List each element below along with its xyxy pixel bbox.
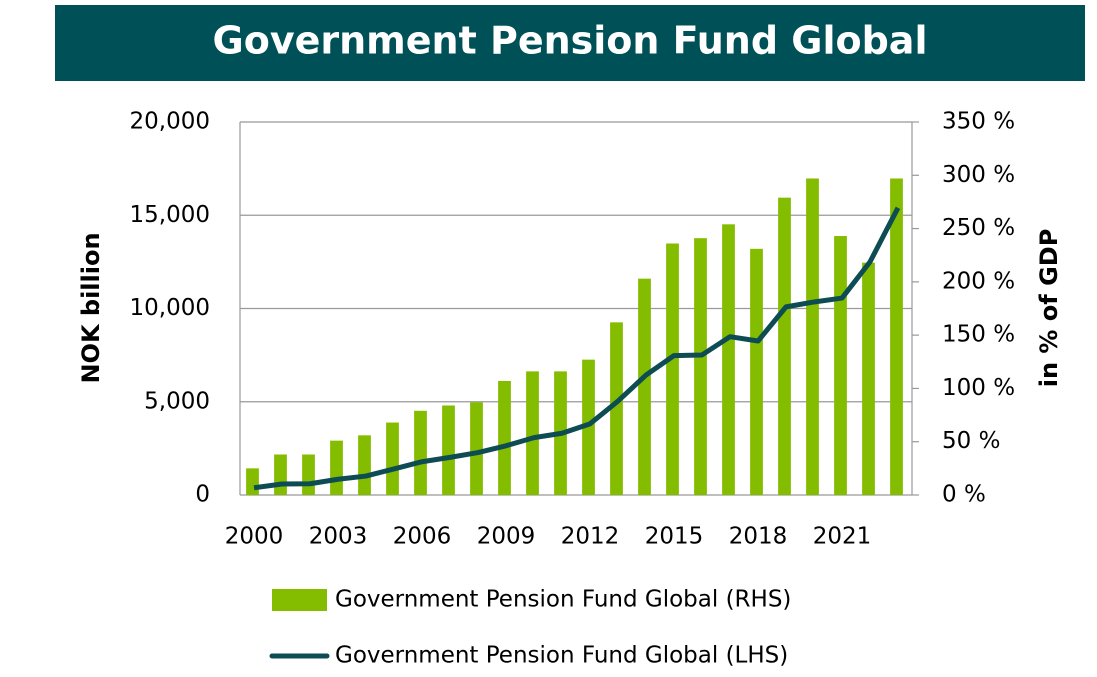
x-tick-label: 2018 — [729, 524, 788, 550]
line — [253, 206, 901, 491]
x-tick-label: 2003 — [309, 524, 368, 550]
bar — [470, 402, 483, 495]
x-tick-label: 2015 — [645, 524, 704, 550]
y-tick-label: 0 — [195, 482, 210, 508]
legend-label: Government Pension Fund Global (RHS) — [335, 587, 791, 613]
bar — [330, 440, 343, 495]
y-axis-title: NOK billion — [77, 232, 105, 383]
x-tick-label: 2021 — [813, 524, 872, 550]
bar — [610, 322, 623, 495]
bar — [862, 262, 875, 495]
legend-swatch — [272, 589, 327, 611]
bar — [666, 243, 679, 495]
bar — [778, 197, 791, 495]
title-banner — [55, 5, 1085, 81]
bar — [386, 422, 399, 495]
y2-tick-label: 250 % — [942, 215, 1015, 241]
bar — [694, 238, 707, 496]
bar — [638, 278, 651, 495]
y2-tick-label: 100 % — [942, 375, 1015, 401]
bar — [722, 224, 735, 495]
y-tick-label: 10,000 — [130, 295, 210, 321]
y2-tick-label: 200 % — [942, 268, 1015, 294]
y-tick-label: 20,000 — [130, 109, 210, 135]
y-tick-label: 15,000 — [130, 202, 210, 228]
x-tick-label: 2009 — [477, 524, 536, 550]
bar — [442, 405, 455, 495]
bar — [358, 435, 371, 495]
bar — [806, 178, 819, 496]
bar — [890, 178, 903, 496]
bar — [834, 236, 847, 495]
bar — [750, 248, 763, 495]
bar — [414, 410, 427, 495]
x-tick-label: 2006 — [393, 524, 452, 550]
y2-axis-title: in % of GDP — [1035, 229, 1063, 388]
y-tick-label: 5,000 — [144, 388, 210, 414]
y2-tick-label: 0 % — [942, 482, 986, 508]
y2-tick-label: 350 % — [942, 109, 1015, 135]
bar — [246, 468, 259, 495]
y2-tick-label: 150 % — [942, 322, 1015, 348]
bar — [274, 454, 287, 495]
bar — [582, 359, 595, 495]
y2-tick-label: 300 % — [942, 162, 1015, 188]
x-tick-label: 2012 — [561, 524, 620, 550]
bar — [526, 371, 539, 495]
chart-title: Government Pension Fund Global — [213, 19, 928, 63]
legend-label: Government Pension Fund Global (LHS) — [335, 643, 788, 669]
y2-tick-label: 50 % — [942, 428, 1000, 454]
x-tick-label: 2000 — [225, 524, 284, 550]
bar — [498, 380, 511, 495]
bar — [302, 454, 315, 495]
